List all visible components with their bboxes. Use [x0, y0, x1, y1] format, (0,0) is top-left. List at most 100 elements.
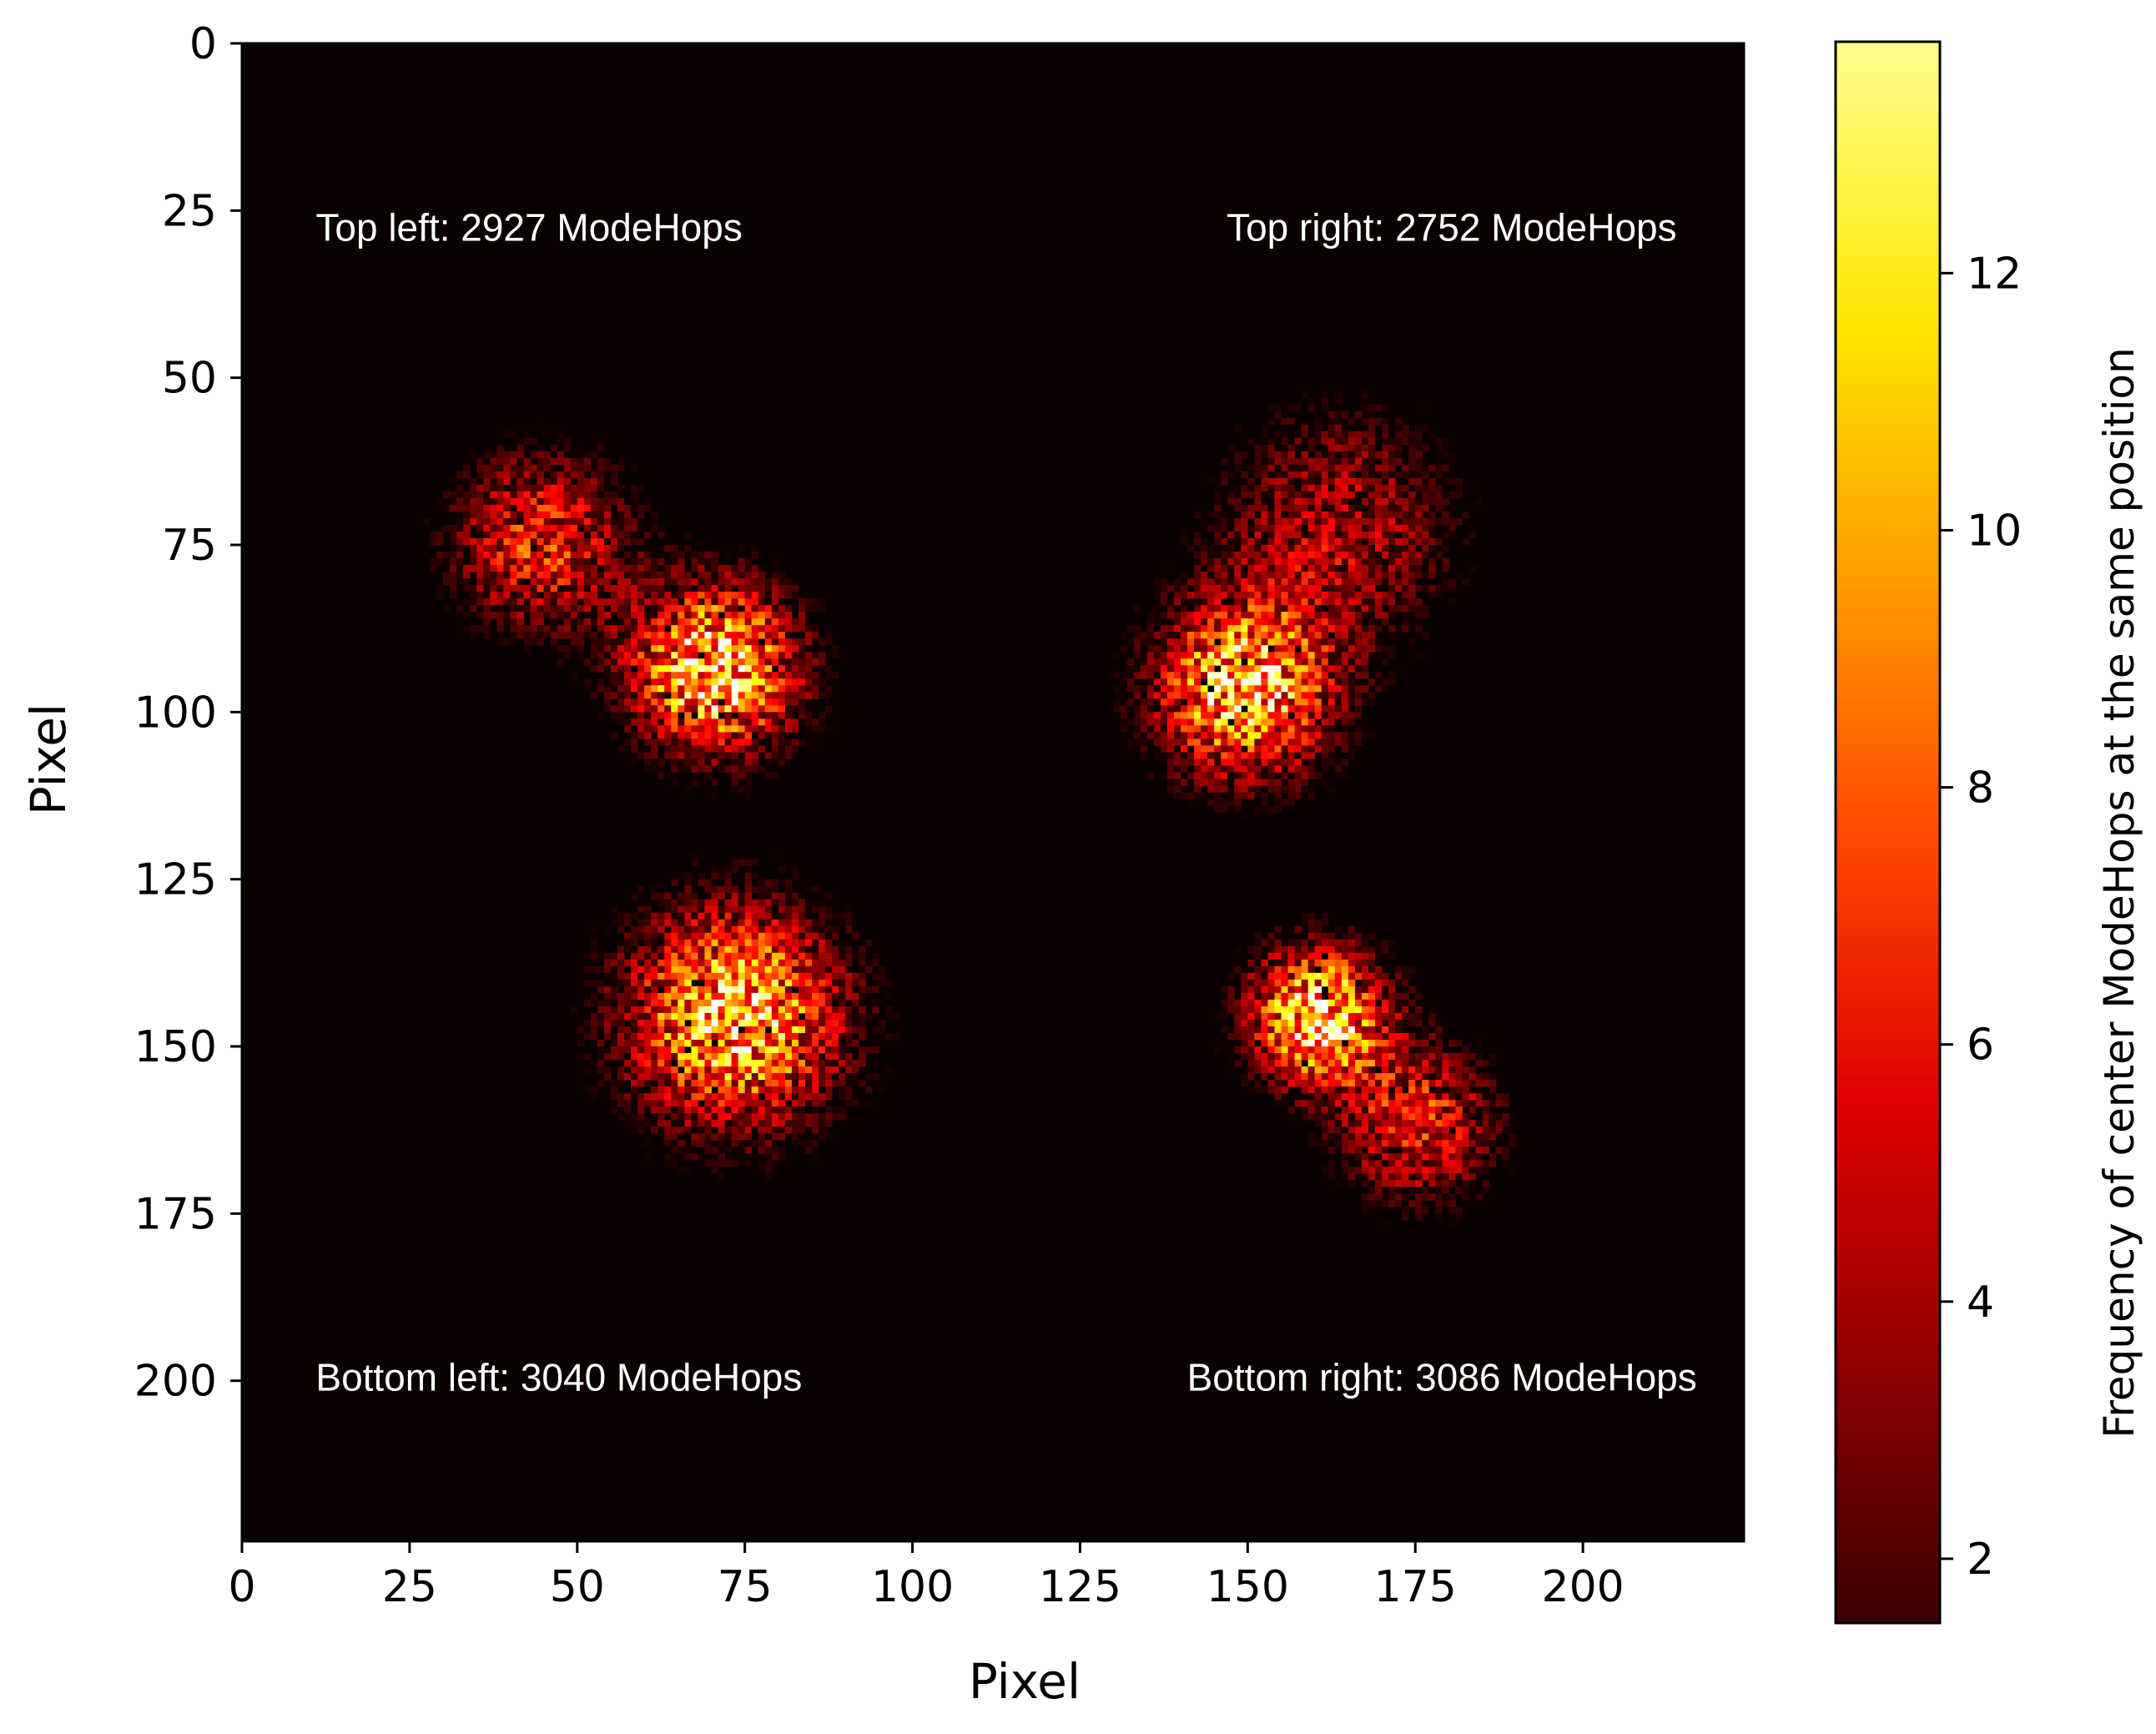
heatmap-cell — [1368, 592, 1376, 599]
heatmap-cell — [691, 645, 698, 653]
heatmap-cell — [671, 545, 678, 552]
heatmap-cell — [1354, 451, 1363, 459]
heatmap-cell — [1402, 545, 1409, 552]
heatmap-cell — [805, 952, 813, 960]
heatmap-cell — [758, 972, 766, 980]
heatmap-cell — [684, 638, 692, 646]
heatmap-cell — [771, 605, 779, 612]
heatmap-cell — [711, 705, 718, 713]
heatmap-cell — [1307, 672, 1316, 679]
heatmap-cell — [1287, 718, 1296, 726]
heatmap-cell — [1294, 1006, 1302, 1014]
heatmap-cell — [637, 1032, 645, 1041]
heatmap-cell — [1173, 785, 1181, 793]
heatmap-cell — [570, 638, 578, 646]
heatmap-cell — [563, 504, 572, 512]
heatmap-cell — [832, 672, 839, 679]
heatmap-cell — [1334, 537, 1342, 546]
heatmap-cell — [784, 738, 793, 746]
heatmap-cell — [1388, 517, 1396, 526]
heatmap-cell — [1181, 792, 1188, 799]
heatmap-cell — [476, 598, 484, 606]
heatmap-cell — [1422, 404, 1429, 412]
heatmap-cell — [657, 678, 665, 686]
heatmap-cell — [1361, 1040, 1369, 1047]
heatmap-cell — [1361, 404, 1369, 412]
heatmap-cell — [778, 1026, 786, 1034]
heatmap-cell — [651, 558, 658, 566]
heatmap-cell — [1173, 645, 1181, 653]
heatmap-cell — [1382, 497, 1389, 506]
heatmap-cell — [751, 925, 759, 934]
heatmap-cell — [1341, 471, 1349, 479]
heatmap-cell — [1321, 612, 1329, 619]
heatmap-cell — [751, 959, 759, 967]
heatmap-cell — [1221, 524, 1228, 532]
heatmap-cell — [892, 1032, 899, 1041]
heatmap-cell — [1334, 391, 1342, 399]
heatmap-cell — [1287, 658, 1296, 666]
heatmap-cell — [610, 464, 618, 472]
heatmap-cell — [557, 598, 565, 606]
heatmap-cell — [1307, 598, 1316, 606]
heatmap-cell — [718, 618, 725, 626]
heatmap-cell — [718, 678, 725, 686]
heatmap-cell — [1261, 578, 1268, 586]
heatmap-cell — [731, 745, 739, 753]
heatmap-cell — [731, 665, 739, 673]
heatmap-cell — [1261, 471, 1268, 479]
heatmap-cell — [1294, 732, 1302, 739]
heatmap-cell — [1301, 945, 1309, 954]
heatmap-cell — [684, 905, 692, 914]
heatmap-cell — [624, 1032, 632, 1041]
heatmap-cell — [1422, 471, 1429, 479]
heatmap-cell — [724, 1046, 733, 1054]
heatmap-cell — [577, 537, 585, 546]
heatmap-cell — [1388, 524, 1396, 532]
heatmap-cell — [684, 872, 692, 880]
heatmap-cell — [1375, 404, 1383, 412]
heatmap-cell — [731, 885, 739, 894]
heatmap-cell — [1314, 511, 1322, 519]
heatmap-cell — [1348, 477, 1356, 486]
heatmap-cell — [778, 625, 786, 633]
heatmap-cell — [1241, 1026, 1248, 1034]
heatmap-cell — [1120, 632, 1128, 639]
heatmap-cell — [657, 925, 665, 934]
heatmap-cell — [1334, 1032, 1342, 1041]
heatmap-cell — [671, 632, 678, 639]
heatmap-cell — [1354, 712, 1363, 719]
heatmap-cell — [1261, 464, 1268, 472]
heatmap-cell — [1153, 672, 1161, 679]
heatmap-cell — [664, 618, 672, 626]
heatmap-cell — [1375, 451, 1383, 459]
heatmap-cell — [490, 464, 497, 472]
heatmap-cell — [1173, 685, 1181, 693]
heatmap-cell — [1247, 645, 1255, 653]
heatmap-cell — [1227, 672, 1235, 679]
heatmap-cell — [1294, 692, 1302, 699]
heatmap-cell — [784, 678, 793, 686]
heatmap-cell — [1254, 1026, 1262, 1034]
heatmap-cell — [617, 752, 625, 759]
heatmap-cell — [1261, 484, 1268, 492]
heatmap-cell — [1455, 477, 1463, 486]
heatmap-cell — [516, 537, 524, 546]
heatmap-cell — [1442, 1053, 1449, 1061]
heatmap-cell — [1207, 765, 1215, 773]
heatmap-cell — [1415, 531, 1423, 539]
heatmap-cell — [758, 1053, 766, 1061]
heatmap-cell — [644, 592, 652, 599]
heatmap-cell — [1301, 939, 1309, 947]
heatmap-cell — [516, 585, 524, 592]
heatmap-cell — [617, 585, 625, 592]
heatmap-cell — [1254, 537, 1262, 546]
heatmap-cell — [1327, 1026, 1336, 1034]
heatmap-cell — [1388, 1053, 1396, 1061]
heatmap-cell — [463, 537, 471, 546]
heatmap-cell — [684, 618, 692, 626]
heatmap-cell — [872, 952, 879, 960]
heatmap-cell — [583, 999, 592, 1007]
heatmap-cell — [1354, 517, 1363, 526]
heatmap-cell — [784, 605, 793, 612]
